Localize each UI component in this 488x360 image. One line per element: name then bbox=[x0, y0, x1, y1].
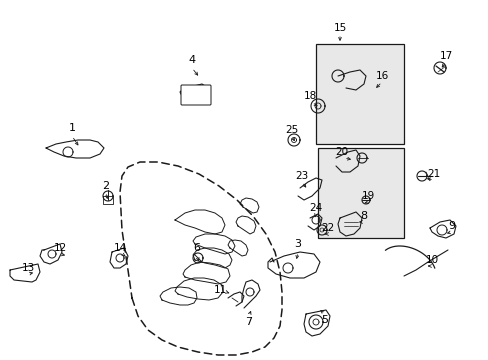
Text: 4: 4 bbox=[188, 55, 195, 65]
Text: 11: 11 bbox=[213, 285, 226, 295]
Text: 14: 14 bbox=[113, 243, 126, 253]
Text: 1: 1 bbox=[68, 123, 75, 133]
Text: 16: 16 bbox=[375, 71, 388, 81]
Text: 17: 17 bbox=[439, 51, 452, 61]
Text: 2: 2 bbox=[102, 181, 109, 191]
Bar bbox=[317, 148, 403, 238]
Text: 3: 3 bbox=[294, 239, 301, 249]
Text: 7: 7 bbox=[245, 317, 252, 327]
Text: 6: 6 bbox=[193, 243, 200, 253]
Text: 18: 18 bbox=[303, 91, 316, 101]
FancyBboxPatch shape bbox=[181, 85, 210, 105]
Bar bbox=[315, 44, 403, 144]
Text: 13: 13 bbox=[21, 263, 35, 273]
Text: 10: 10 bbox=[425, 255, 438, 265]
Text: 15: 15 bbox=[333, 23, 346, 33]
Text: 5: 5 bbox=[321, 315, 328, 325]
Text: 24: 24 bbox=[309, 203, 322, 213]
Text: 25: 25 bbox=[285, 125, 298, 135]
Text: 8: 8 bbox=[360, 211, 367, 221]
Text: 22: 22 bbox=[321, 223, 334, 233]
Text: 21: 21 bbox=[427, 169, 440, 179]
Text: 20: 20 bbox=[335, 147, 348, 157]
Text: 12: 12 bbox=[53, 243, 66, 253]
Text: 23: 23 bbox=[295, 171, 308, 181]
Text: 9: 9 bbox=[447, 221, 455, 231]
Text: 19: 19 bbox=[361, 191, 374, 201]
